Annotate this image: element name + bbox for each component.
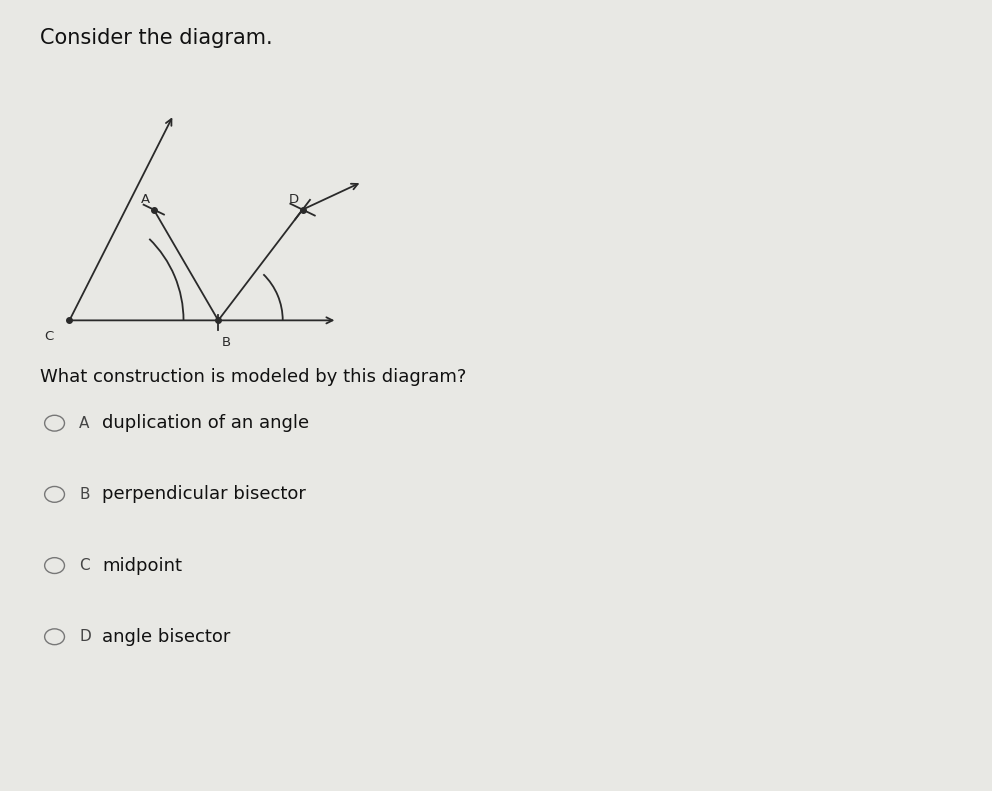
Text: What construction is modeled by this diagram?: What construction is modeled by this dia…	[40, 368, 466, 386]
Text: perpendicular bisector: perpendicular bisector	[102, 486, 307, 503]
Text: B: B	[222, 336, 231, 349]
Text: A: A	[79, 416, 89, 430]
Text: duplication of an angle: duplication of an angle	[102, 414, 310, 432]
Text: D: D	[289, 194, 299, 206]
Text: D: D	[79, 630, 91, 644]
Text: midpoint: midpoint	[102, 557, 183, 574]
Text: A: A	[141, 194, 150, 206]
Text: Consider the diagram.: Consider the diagram.	[40, 28, 273, 47]
Text: B: B	[79, 487, 90, 501]
Text: C: C	[45, 330, 54, 343]
Text: angle bisector: angle bisector	[102, 628, 230, 645]
Text: C: C	[79, 558, 90, 573]
